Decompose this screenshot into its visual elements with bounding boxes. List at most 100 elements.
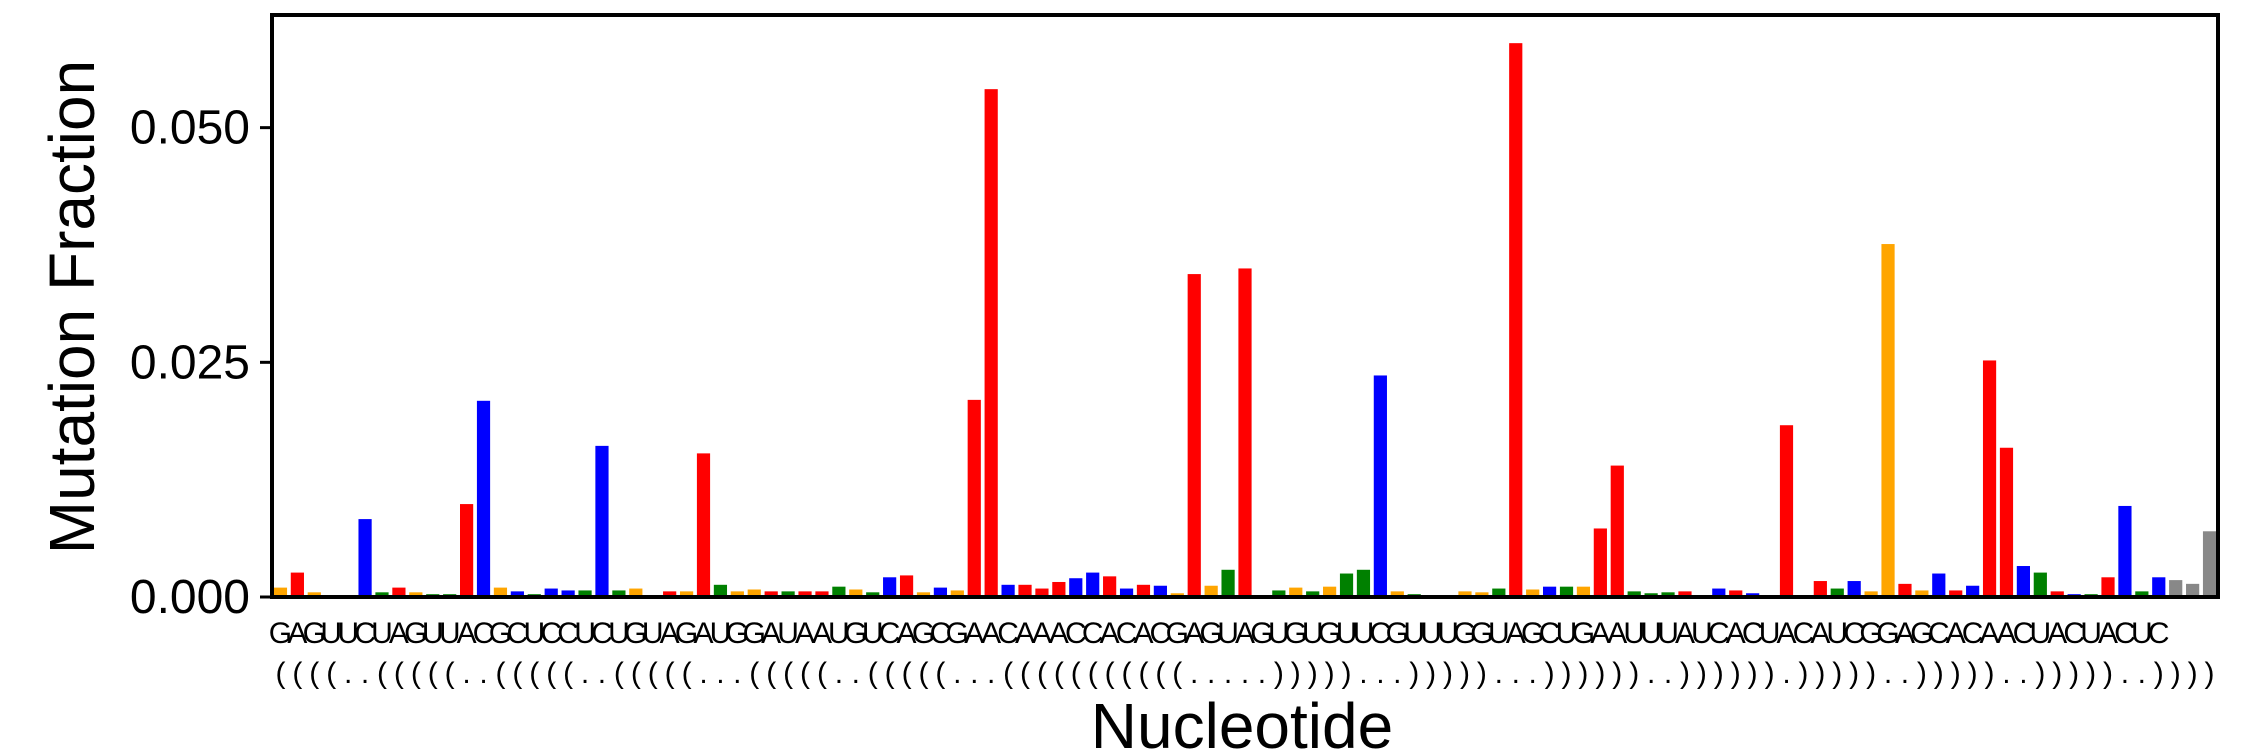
structure-symbol: . <box>1393 657 1401 690</box>
structure-symbol: ( <box>1105 657 1115 690</box>
structure-symbol: ( <box>292 657 302 690</box>
sequence-letter: U <box>422 617 444 650</box>
sequence-letter: U <box>1556 617 1578 650</box>
structure-symbol: ) <box>2052 657 2062 690</box>
sequence-letter: A <box>1184 617 1204 650</box>
sequence-letter: G <box>1910 617 1933 650</box>
sequence-letter: C <box>1539 617 1561 650</box>
sequence-letter: A <box>1946 617 1966 650</box>
bar-14 <box>493 587 508 597</box>
structure-symbol: ( <box>546 657 556 690</box>
sequence-letter: A <box>1607 617 1627 650</box>
structure-symbol: ( <box>394 657 404 690</box>
y-tick-label: 0.000 <box>130 571 250 624</box>
sequence-letter: G <box>1572 617 1595 650</box>
structure-labels: ((((..(((((..(((((..(((((...(((((..(((((… <box>275 657 2214 690</box>
bar-62 <box>1306 591 1320 597</box>
structure-symbol: ( <box>1172 657 1182 690</box>
sequence-letter: C <box>1150 617 1172 650</box>
structure-symbol: ( <box>529 657 539 690</box>
sequence-letter: A <box>812 617 832 650</box>
structure-symbol: ) <box>2035 657 2045 690</box>
structure-symbol: ) <box>1443 657 1453 690</box>
structure-symbol: . <box>1241 657 1249 690</box>
structure-symbol: . <box>699 657 707 690</box>
sequence-letter: A <box>1980 617 2000 650</box>
structure-symbol: ( <box>495 657 505 690</box>
structure-symbol: ( <box>918 657 928 690</box>
structure-symbol: ) <box>1680 657 1690 690</box>
bar-43 <box>984 89 998 597</box>
bar-113 <box>2169 580 2183 597</box>
bar-109 <box>2101 577 2115 597</box>
sequence-letter: G <box>1386 617 1409 650</box>
bar-74 <box>1509 43 1523 598</box>
y-tick-label: 0.025 <box>130 336 250 389</box>
sequence-letter: G <box>912 617 935 650</box>
structure-symbol: . <box>1224 657 1232 690</box>
structure-symbol: ) <box>2205 657 2215 690</box>
bar-79 <box>1593 528 1607 597</box>
sequence-letter: A <box>761 617 781 650</box>
sequence-letter: A <box>897 617 917 650</box>
structure-symbol: ) <box>1765 657 1775 690</box>
sequence-letter: A <box>1895 617 1915 650</box>
structure-symbol: ) <box>1460 657 1470 690</box>
structure-symbol: . <box>716 657 724 690</box>
sequence-letter: A <box>1506 617 1526 650</box>
structure-symbol: . <box>598 657 606 690</box>
bar-102 <box>1982 360 1997 597</box>
bar-104 <box>2016 566 2030 597</box>
bar-81 <box>1627 591 1641 597</box>
sequence-letter: C <box>540 617 562 650</box>
sequence-labels: GAGUUCUAGUUACGCUCCUCUGUAGAUGGAUAAUGUCAGC… <box>269 617 2170 650</box>
sequence-letter: U <box>1437 617 1459 650</box>
structure-symbol: ( <box>868 657 878 690</box>
structure-symbol: . <box>1376 657 1384 690</box>
bar-36 <box>866 592 880 597</box>
bar-75 <box>1526 589 1540 597</box>
structure-symbol: . <box>970 657 978 690</box>
structure-symbol: . <box>1782 657 1790 690</box>
bar-19 <box>578 590 592 597</box>
bar-55 <box>1187 274 1201 597</box>
sequence-letter: C <box>2114 617 2136 650</box>
sequence-letter: C <box>1793 617 1815 650</box>
sequence-letter: U <box>1353 617 1375 650</box>
x-axis-label: Nucleotide <box>1091 690 1393 750</box>
sequence-letter: A <box>795 617 815 650</box>
structure-symbol: ( <box>766 657 776 690</box>
sequence-letter: A <box>1049 617 1069 650</box>
bar-90 <box>1779 425 1794 597</box>
bar-84 <box>1678 591 1692 597</box>
bar-9 <box>409 592 423 597</box>
bar-57 <box>1221 569 1235 597</box>
structure-symbol: ) <box>1325 657 1335 690</box>
structure-symbol: ) <box>1815 657 1825 690</box>
bar-51 <box>1119 588 1134 597</box>
structure-symbol: . <box>1901 657 1909 690</box>
structure-symbol: . <box>852 657 860 690</box>
bar-12 <box>460 504 474 597</box>
sequence-letter: A <box>1996 617 2016 650</box>
bar-34 <box>832 586 846 597</box>
sequence-letter: G <box>303 617 326 650</box>
bar-13 <box>476 400 491 597</box>
structure-symbol: ( <box>682 657 692 690</box>
structure-symbol: ( <box>326 657 336 690</box>
bar-15 <box>510 591 524 597</box>
sequence-letter: U <box>337 617 359 650</box>
bar-101 <box>1966 585 1980 597</box>
sequence-letter: G <box>1876 617 1899 650</box>
bar-98 <box>1915 590 1929 597</box>
structure-symbol: ( <box>275 657 285 690</box>
sequence-letter: A <box>1032 617 1052 650</box>
sequence-letter: A <box>981 617 1001 650</box>
sequence-letter: U <box>608 617 630 650</box>
bar-31 <box>781 591 795 597</box>
sequence-letter: U <box>1759 617 1781 650</box>
bar-17 <box>544 588 558 597</box>
bar-56 <box>1204 585 1218 597</box>
structure-symbol: . <box>1359 657 1367 690</box>
